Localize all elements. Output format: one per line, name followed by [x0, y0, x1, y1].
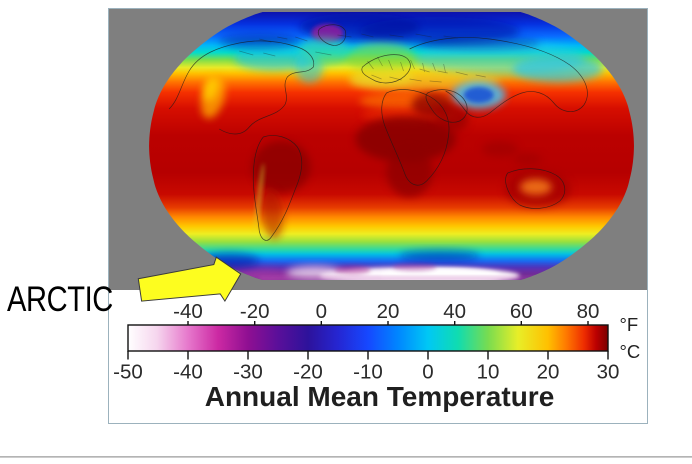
svg-text:0: 0: [316, 300, 327, 323]
svg-text:-20: -20: [240, 300, 270, 323]
svg-text:-30: -30: [233, 361, 263, 384]
svg-text:°C: °C: [620, 341, 641, 362]
svg-text:-20: -20: [293, 361, 323, 384]
svg-text:-40: -40: [173, 300, 203, 323]
svg-text:20: 20: [537, 361, 560, 384]
svg-text:°F: °F: [620, 314, 639, 335]
svg-text:Annual Mean Temperature: Annual Mean Temperature: [205, 381, 555, 412]
svg-text:-10: -10: [353, 361, 383, 384]
svg-text:-50: -50: [113, 361, 143, 384]
svg-text:80: 80: [577, 300, 600, 323]
svg-text:40: 40: [443, 300, 466, 323]
svg-text:-40: -40: [173, 361, 203, 384]
svg-text:60: 60: [510, 300, 533, 323]
svg-text:10: 10: [477, 361, 500, 384]
svg-text:0: 0: [422, 361, 433, 384]
svg-text:20: 20: [377, 300, 400, 323]
svg-text:30: 30: [597, 361, 620, 384]
